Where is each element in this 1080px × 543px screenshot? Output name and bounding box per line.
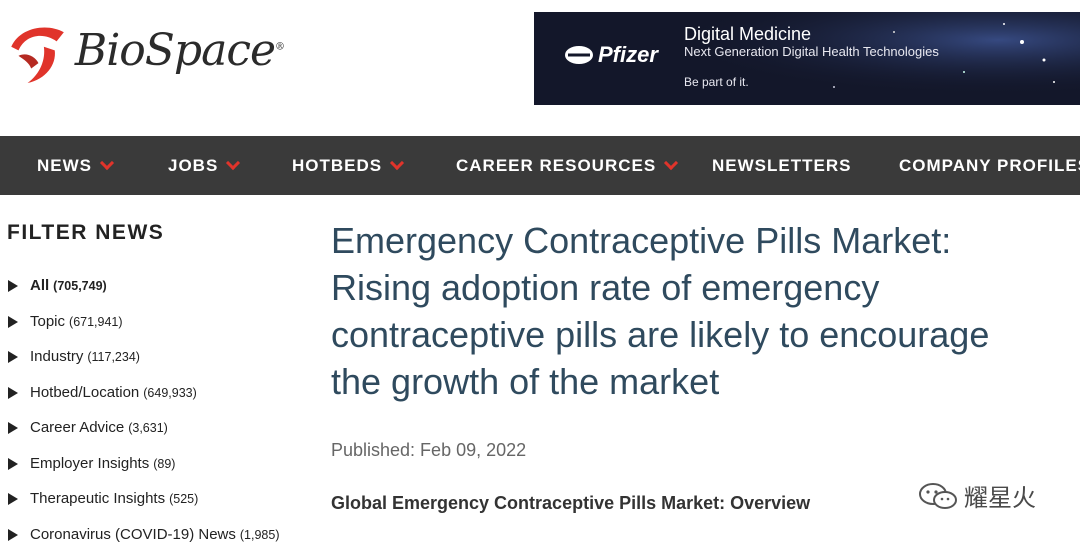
filter-label: Employer Insights xyxy=(30,454,150,472)
filter-count: (89) xyxy=(153,456,176,471)
nav-item-company-profiles[interactable]: COMPANY PROFILES xyxy=(899,155,1080,175)
filter-label: Career Advice xyxy=(30,419,125,436)
filter-count: (525) xyxy=(169,492,199,506)
filter-item-coronavirus[interactable]: Coronavirus (COVID-19) News (1,985) xyxy=(8,526,280,543)
filter-count: (649,933) xyxy=(143,385,197,400)
expand-triangle-icon[interactable] xyxy=(8,386,18,399)
filter-label: Hotbed/Location xyxy=(30,383,140,401)
nav-item-hotbeds[interactable]: HOTBEDS xyxy=(292,136,405,195)
expand-triangle-icon[interactable] xyxy=(8,280,18,292)
sponsor-name: Pfizer xyxy=(598,42,658,67)
biospace-logo[interactable]: BioSpace® xyxy=(4,14,285,94)
chevron-down-icon xyxy=(664,155,679,170)
wechat-icon xyxy=(919,482,957,509)
ad-title: Digital Medicine xyxy=(684,24,812,44)
nav-item-jobs[interactable]: JOBS xyxy=(168,136,241,195)
filter-item-career-advice[interactable]: Career Advice (3,631) xyxy=(8,419,280,455)
article-main: Emergency Contraceptive Pills Market: Ri… xyxy=(331,195,1080,543)
expand-triangle-icon[interactable] xyxy=(8,315,18,328)
filter-label: Topic xyxy=(30,312,66,330)
nav-item-career-resources[interactable]: CAREER RESOURCES xyxy=(456,136,679,195)
expand-triangle-icon[interactable] xyxy=(8,351,18,363)
filter-count: (117,234) xyxy=(87,350,140,364)
filter-label: Therapeutic Insights xyxy=(30,490,166,507)
filter-count: (3,631) xyxy=(128,421,168,435)
filter-label: Coronavirus (COVID-19) News xyxy=(30,525,236,543)
watermark-text: 耀星火 xyxy=(964,485,1036,512)
published-date: Published: Feb 09, 2022 xyxy=(331,440,527,460)
filter-title: FILTER NEWS xyxy=(7,221,165,244)
article-headline: Emergency Contraceptive Pills Market: Ri… xyxy=(331,220,990,402)
starfield-background xyxy=(534,12,1080,105)
ad-subtitle: Next Generation Digital Health Technolog… xyxy=(684,44,939,59)
filter-item-all[interactable]: All (705,749) xyxy=(8,277,280,313)
expand-triangle-icon[interactable] xyxy=(8,422,18,434)
filter-item-hotbed-location[interactable]: Hotbed/Location (649,933) xyxy=(8,384,280,420)
ad-cta: Be part of it. xyxy=(684,75,749,89)
filter-item-employer-insights[interactable]: Employer Insights (89) xyxy=(8,455,280,491)
filter-count: (671,941) xyxy=(69,314,123,329)
filter-item-topic[interactable]: Topic (671,941) xyxy=(8,313,280,349)
pfizer-logo: Pfizer xyxy=(564,42,658,68)
brand-name: BioSpace® xyxy=(74,24,285,76)
biospace-logo-icon xyxy=(11,27,64,83)
filter-label: All xyxy=(30,277,50,294)
filter-count: (1,985) xyxy=(239,527,280,542)
nav-item-news[interactable]: NEWS xyxy=(37,136,115,195)
pfizer-pill-icon xyxy=(565,46,593,64)
filter-sidebar: FILTER NEWS All (705,749) Topic (671,941) … xyxy=(0,195,310,543)
filter-count: (705,749) xyxy=(53,279,107,293)
filter-label: Industry xyxy=(30,348,84,365)
filter-item-industry[interactable]: Industry (117,234) xyxy=(8,348,280,384)
site-header: BioSpace® Pfizer xyxy=(0,0,1080,136)
expand-triangle-icon[interactable] xyxy=(8,457,18,470)
expand-triangle-icon[interactable] xyxy=(8,528,18,541)
nav-item-newsletters[interactable]: NEWSLETTERS xyxy=(712,155,852,175)
expand-triangle-icon[interactable] xyxy=(8,493,18,505)
chevron-down-icon xyxy=(226,155,241,170)
section-heading: Global Emergency Contraceptive Pills Mar… xyxy=(331,493,811,513)
filter-list: All (705,749) Topic (671,941) Industry (117… xyxy=(8,277,280,543)
filter-item-therapeutic-insights[interactable]: Therapeutic Insights (525) xyxy=(8,490,280,526)
sponsor-banner[interactable]: Pfizer Digital Medicine Next Generation … xyxy=(534,12,1080,105)
main-nav: NEWS JOBS HOTBEDS CAREER RESOURCES NEWSL… xyxy=(0,136,1080,195)
watermark: 耀星火 xyxy=(918,478,1036,513)
chevron-down-icon xyxy=(99,155,115,170)
chevron-down-icon xyxy=(390,155,405,170)
